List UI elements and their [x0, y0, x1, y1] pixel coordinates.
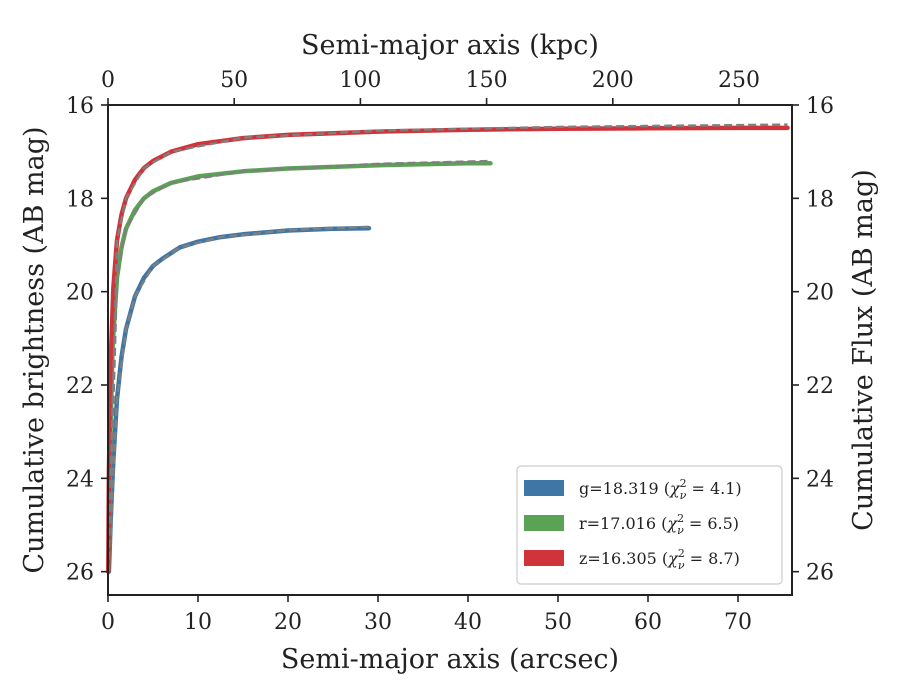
- right-tick-label: 24: [806, 467, 834, 492]
- top-tick-label: 0: [101, 68, 115, 93]
- x-tick-label: 40: [454, 610, 482, 635]
- top-tick-label: 200: [592, 68, 634, 93]
- x-tick-label: 10: [184, 610, 212, 635]
- legend-swatch-z: [524, 550, 564, 566]
- legend-label-g: g=18.319 (χ2 ν = 4.1): [579, 477, 742, 502]
- top-tick-label: 100: [339, 68, 381, 93]
- y-tick-label: 16: [66, 94, 94, 119]
- x-tick-label: 70: [724, 610, 752, 635]
- y-tick-label: 24: [66, 467, 94, 492]
- top-tick-label: 50: [220, 68, 248, 93]
- top-axis: 0 50 100 150 200 250: [101, 68, 760, 105]
- x-tick-label: 0: [101, 610, 115, 635]
- legend-swatch-r: [524, 515, 564, 531]
- top-axis-title: Semi-major axis (kpc): [301, 30, 599, 61]
- legend-label-r: r=17.016 (χ2 ν = 6.5): [579, 512, 739, 537]
- model-line-z: [107, 123, 788, 572]
- x-tick-label: 30: [364, 610, 392, 635]
- series-line-z: [106, 125, 790, 574]
- x-axis-title: Semi-major axis (arcsec): [281, 644, 619, 675]
- curves-layer: [106, 123, 790, 574]
- series-line-g: [106, 225, 372, 574]
- series-line-r: [106, 161, 493, 574]
- right-tick-label: 16: [806, 94, 834, 119]
- right-tick-label: 26: [806, 561, 834, 586]
- x-tick-label: 50: [544, 610, 572, 635]
- right-tick-label: 22: [806, 374, 834, 399]
- top-tick-label: 250: [718, 68, 760, 93]
- plot-frame: [107, 104, 793, 596]
- y-tick-label: 22: [66, 374, 94, 399]
- legend: g=18.319 (χ2 ν = 4.1) r=17.016 (χ2 ν = 6.5)…: [516, 465, 783, 585]
- legend-label-z: z=16.305 (χ2 ν = 8.7): [579, 547, 740, 572]
- y-tick-label: 26: [66, 561, 94, 586]
- x-tick-label: 20: [274, 610, 302, 635]
- x-tick-label: 60: [634, 610, 662, 635]
- right-tick-label: 18: [806, 187, 834, 212]
- legend-box: [516, 465, 783, 585]
- model-line-r: [107, 159, 491, 572]
- right-axis-title: Cumulative Flux (AB mag): [848, 169, 879, 531]
- top-tick-label: 150: [466, 68, 508, 93]
- right-axis: 16 18 20 22 24 26: [792, 94, 834, 586]
- right-tick-label: 20: [806, 281, 834, 306]
- y-tick-label: 20: [66, 281, 94, 306]
- left-axis: 16 18 20 22 24 26: [66, 94, 108, 586]
- y-axis-title: Cumulative brightness (AB mag): [19, 126, 50, 573]
- model-line-g: [107, 225, 370, 572]
- legend-swatch-g: [524, 480, 564, 496]
- bottom-axis: 0 10 20 30 40 50 60 70: [101, 595, 752, 635]
- y-tick-label: 18: [66, 187, 94, 212]
